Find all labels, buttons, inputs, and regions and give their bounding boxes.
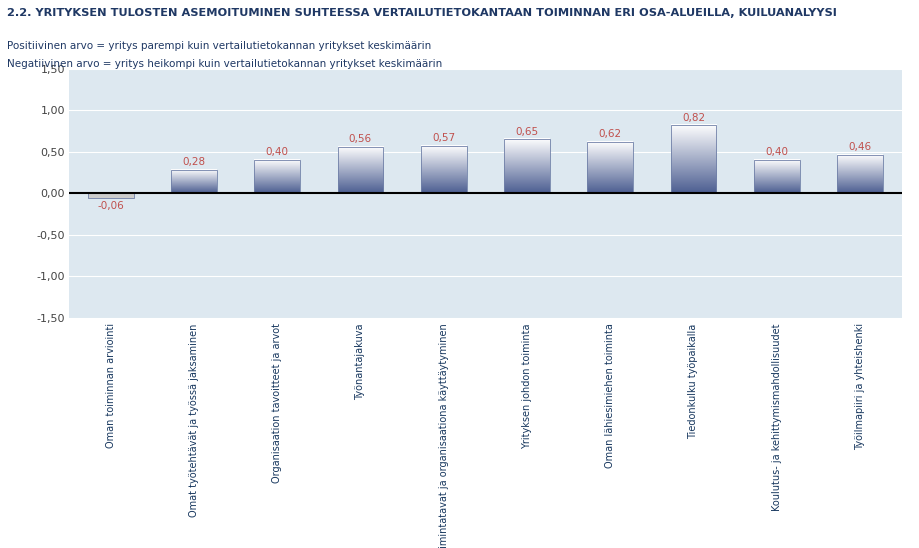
Text: Negatiivinen arvo = yritys heikompi kuin vertailutietokannan yritykset keskimäär: Negatiivinen arvo = yritys heikompi kuin… [7,59,442,68]
Text: 0,46: 0,46 [847,142,870,152]
Text: 0,56: 0,56 [348,134,371,144]
Bar [337,147,383,193]
Text: Positiivinen arvo = yritys parempi kuin vertailutietokannan yritykset keskimääri: Positiivinen arvo = yritys parempi kuin … [7,41,431,51]
Text: Yrityksen johdon toiminta: Yrityksen johdon toiminta [521,323,531,449]
Bar [504,139,550,193]
Bar [254,160,300,193]
Bar [586,141,632,193]
Bar [753,160,799,193]
Text: 2.2. YRITYKSEN TULOSTEN ASEMOITUMINEN SUHTEESSA VERTAILUTIETOKANTAAN TOIMINNAN E: 2.2. YRITYKSEN TULOSTEN ASEMOITUMINEN SU… [7,8,836,18]
Bar [171,170,217,193]
Bar [420,146,466,193]
Text: Oman toiminnan arviointi: Oman toiminnan arviointi [106,323,116,448]
Text: 0,40: 0,40 [266,147,289,157]
Text: Työnantajakuva: Työnantajakuva [355,323,365,400]
Text: 0,82: 0,82 [681,112,704,123]
Text: 0,65: 0,65 [515,127,538,136]
Bar [836,155,882,193]
Text: -0,06: -0,06 [97,201,124,210]
Text: Työilmapiiri ja yhteishenki: Työilmapiiri ja yhteishenki [854,323,864,450]
Text: Oman lähiesimiehen toiminta: Oman lähiesimiehen toiminta [605,323,615,468]
Text: 0,28: 0,28 [182,157,205,167]
Text: 0,62: 0,62 [598,129,621,139]
Text: 0,57: 0,57 [432,133,455,144]
Text: Omat työtehtävät ja työssä jaksaminen: Omat työtehtävät ja työssä jaksaminen [188,323,199,517]
Bar [87,193,133,198]
Text: Toimintatavat ja organisaationa käyttäytyminen: Toimintatavat ja organisaationa käyttäyt… [438,323,448,548]
Text: Koulutus- ja kehittymismahdollisuudet: Koulutus- ja kehittymismahdollisuudet [771,323,781,511]
Text: Tiedonkulku työpaikalla: Tiedonkulku työpaikalla [687,323,698,438]
Text: Organisaation tavoitteet ja arvot: Organisaation tavoitteet ja arvot [272,323,282,483]
Text: 0,40: 0,40 [765,147,788,157]
Bar [670,125,716,193]
